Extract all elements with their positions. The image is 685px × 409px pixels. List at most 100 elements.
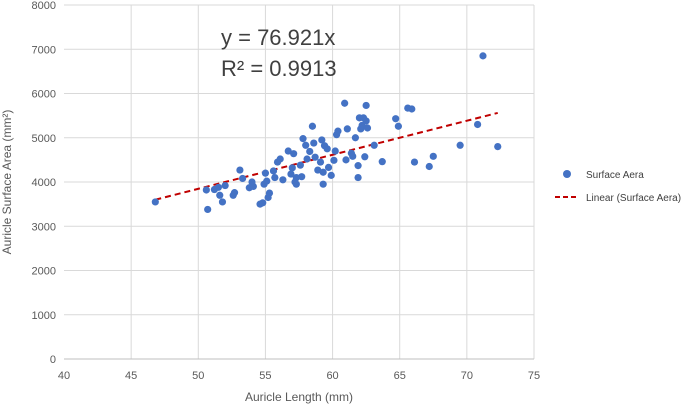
data-point <box>311 153 319 161</box>
data-point <box>218 198 227 206</box>
data-point <box>276 155 284 163</box>
y-tick-label: 5000 <box>32 133 56 145</box>
data-point <box>259 199 267 207</box>
data-point <box>299 135 307 143</box>
data-points <box>151 52 502 214</box>
data-point <box>494 143 502 151</box>
legend-label-surface-aera: Surface Aera <box>586 170 644 181</box>
data-point <box>316 158 325 166</box>
data-point <box>303 155 311 163</box>
data-point <box>269 167 278 175</box>
data-point <box>310 139 318 147</box>
data-point <box>306 147 314 156</box>
data-point <box>261 169 270 177</box>
data-point <box>361 153 369 161</box>
data-point <box>296 161 304 169</box>
data-point <box>474 120 482 129</box>
legend-marker-surface-aera <box>563 170 571 178</box>
x-tick-label: 45 <box>125 370 137 382</box>
x-tick-label: 70 <box>461 370 473 382</box>
data-point <box>204 205 212 214</box>
data-point <box>308 122 317 130</box>
data-point <box>239 174 247 183</box>
y-tick-labels: 0 1000 2000 3000 4000 5000 6000 7000 8000 <box>32 0 56 366</box>
data-point <box>151 198 159 206</box>
data-point <box>362 101 370 110</box>
data-point <box>456 141 464 149</box>
data-point <box>249 182 257 191</box>
data-point <box>290 150 298 158</box>
data-point <box>202 186 210 194</box>
y-axis-title: Auricle Surface Area (mm²) <box>0 110 14 255</box>
data-point <box>298 173 306 181</box>
x-tick-label: 75 <box>528 370 540 382</box>
y-tick-label: 0 <box>50 354 56 366</box>
legend: Surface Aera Linear (Surface Aera) <box>555 170 681 204</box>
x-axis-title: Auricle Length (mm) <box>245 390 353 404</box>
data-point <box>319 180 327 188</box>
data-point <box>236 166 244 174</box>
data-point <box>279 176 287 184</box>
data-point <box>394 122 402 130</box>
data-point <box>351 134 359 142</box>
data-point <box>341 99 349 107</box>
data-point <box>302 141 310 149</box>
data-point <box>265 189 274 197</box>
y-tick-label: 2000 <box>32 266 56 278</box>
data-point <box>363 124 372 132</box>
data-point <box>284 147 292 155</box>
data-point <box>408 105 416 113</box>
data-point <box>323 145 331 153</box>
data-point <box>392 115 400 123</box>
x-tick-label: 65 <box>394 370 406 382</box>
data-point <box>410 158 419 166</box>
data-point <box>349 152 357 160</box>
y-tick-label: 3000 <box>32 221 56 233</box>
y-tick-label: 6000 <box>32 89 56 101</box>
data-point <box>429 152 437 160</box>
data-point <box>214 183 223 191</box>
gridlines <box>64 4 535 359</box>
trendline-equation: y = 76.921x <box>221 25 335 50</box>
data-point <box>324 163 333 171</box>
legend-label-linear: Linear (Surface Aera) <box>586 193 681 204</box>
data-point <box>216 191 224 199</box>
y-tick-label: 1000 <box>32 310 56 322</box>
x-tick-labels: 40 45 50 55 60 65 70 75 <box>58 370 540 382</box>
data-point <box>378 158 386 166</box>
data-point <box>362 117 370 125</box>
y-tick-label: 7000 <box>32 44 56 56</box>
data-point <box>263 177 271 185</box>
data-point <box>287 170 295 178</box>
data-point <box>479 52 487 60</box>
y-tick-label: 4000 <box>32 177 56 189</box>
x-tick-label: 50 <box>192 370 204 382</box>
trendline <box>155 111 498 201</box>
data-point <box>327 171 335 179</box>
data-point <box>425 162 433 171</box>
r-squared-label: R² = 0.9913 <box>221 56 337 81</box>
data-point <box>342 156 350 164</box>
trendline-layer <box>155 111 498 201</box>
data-point <box>331 147 339 155</box>
data-point <box>319 168 327 176</box>
x-tick-label: 40 <box>58 370 70 382</box>
data-point <box>354 162 362 170</box>
data-point <box>334 127 342 135</box>
data-point <box>318 136 326 144</box>
data-point <box>292 180 300 188</box>
data-point <box>230 189 239 197</box>
data-point <box>370 141 378 149</box>
data-point <box>292 173 300 182</box>
data-point <box>288 164 296 172</box>
x-tick-label: 55 <box>259 370 271 382</box>
y-tick-label: 8000 <box>32 0 56 12</box>
x-tick-label: 60 <box>326 370 338 382</box>
data-point <box>330 156 338 164</box>
data-point <box>343 125 351 133</box>
data-point <box>271 173 279 182</box>
data-point <box>354 173 362 182</box>
data-point <box>221 181 229 190</box>
